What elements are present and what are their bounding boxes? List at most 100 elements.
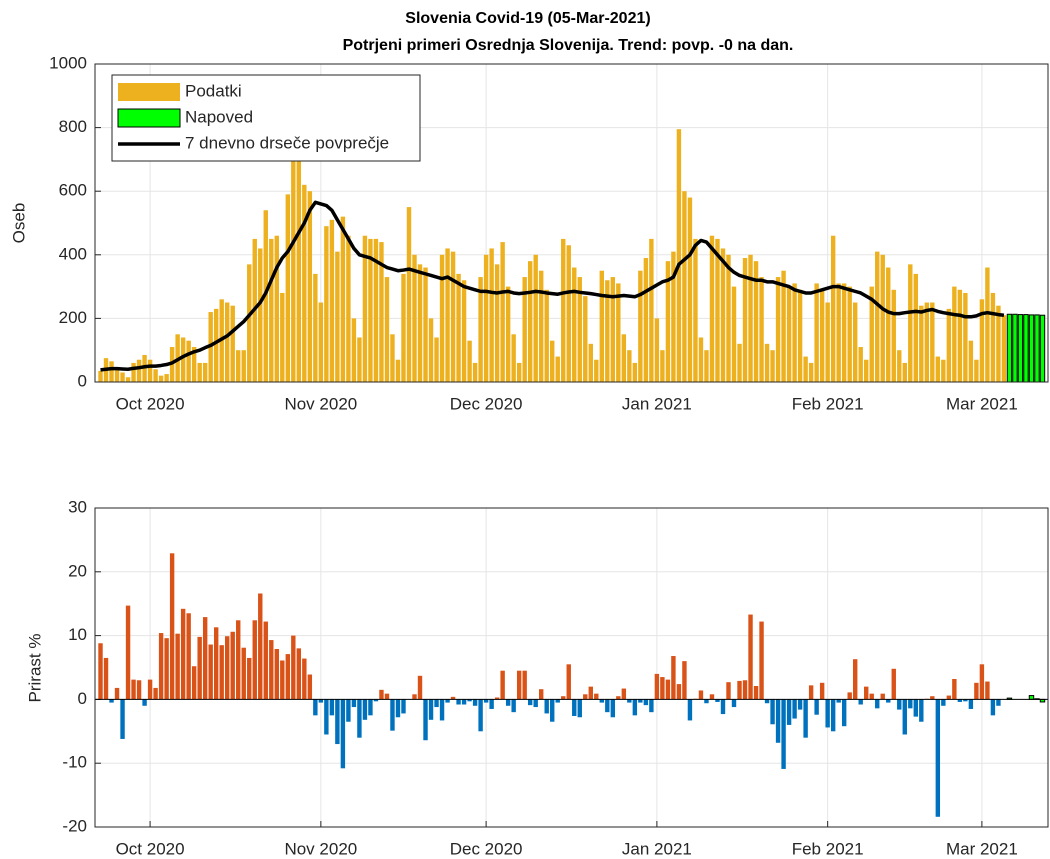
bar xyxy=(445,248,450,382)
y-tick-label: 0 xyxy=(78,371,87,390)
bar xyxy=(307,674,313,700)
bar xyxy=(395,699,401,718)
bar xyxy=(875,699,880,709)
x-tick-label: Jan 2021 xyxy=(622,394,692,413)
bar xyxy=(478,699,483,732)
bar xyxy=(764,343,770,382)
bar xyxy=(786,286,792,382)
bar xyxy=(98,643,103,700)
bar xyxy=(605,280,610,382)
bar xyxy=(489,699,494,709)
bar xyxy=(825,699,830,728)
bar xyxy=(395,359,401,382)
bar xyxy=(225,302,230,382)
bar xyxy=(555,699,560,703)
bar xyxy=(318,699,324,703)
bar xyxy=(186,340,191,382)
y-tick-label: -20 xyxy=(62,816,87,835)
bar xyxy=(957,699,963,702)
bar xyxy=(285,194,291,382)
y-tick-label: 800 xyxy=(59,117,87,136)
bar xyxy=(643,257,649,382)
bar xyxy=(803,356,808,382)
bar xyxy=(219,645,224,700)
bar xyxy=(472,362,478,382)
x-tick-label: Feb 2021 xyxy=(792,394,864,413)
bar xyxy=(186,613,191,700)
bar xyxy=(197,362,202,382)
bar xyxy=(125,377,131,382)
bar xyxy=(1006,313,1013,383)
bar xyxy=(274,648,279,700)
bar xyxy=(258,593,263,700)
bar xyxy=(1012,313,1018,383)
bar xyxy=(318,302,324,382)
bar xyxy=(1028,314,1035,383)
bar xyxy=(566,664,571,700)
bar xyxy=(522,670,527,700)
bar xyxy=(852,302,858,382)
bar xyxy=(483,699,489,703)
y-tick-label: 30 xyxy=(68,497,87,516)
bar xyxy=(605,699,610,713)
bar xyxy=(693,238,698,382)
x-tick-label: Oct 2020 xyxy=(116,839,185,858)
bar xyxy=(236,620,241,700)
bar xyxy=(302,184,307,382)
bar xyxy=(379,242,384,382)
bar xyxy=(627,350,632,382)
bar xyxy=(456,273,461,382)
bar xyxy=(908,264,913,382)
x-tick-label: Mar 2021 xyxy=(946,839,1018,858)
bar xyxy=(770,699,775,725)
bar xyxy=(180,337,186,382)
bar xyxy=(313,273,318,382)
bar xyxy=(296,140,302,382)
bar xyxy=(533,254,538,382)
bar xyxy=(302,658,307,700)
bar xyxy=(390,334,395,382)
bar xyxy=(709,694,715,700)
bar xyxy=(753,686,759,700)
bar xyxy=(1017,314,1024,383)
bar xyxy=(131,362,136,382)
bar xyxy=(516,362,522,382)
bar xyxy=(136,359,142,382)
bar xyxy=(561,238,566,382)
bar xyxy=(247,657,252,700)
bar xyxy=(968,699,974,709)
bar xyxy=(241,647,246,700)
bar xyxy=(296,648,302,700)
bar xyxy=(830,235,836,382)
bar xyxy=(494,697,500,700)
bar xyxy=(500,242,505,382)
bar xyxy=(351,318,357,382)
bar xyxy=(445,699,450,703)
bar xyxy=(483,254,489,382)
bar xyxy=(516,670,522,700)
bar xyxy=(164,374,169,382)
bar xyxy=(913,273,918,382)
bar xyxy=(836,699,841,703)
bar xyxy=(202,362,208,382)
bar xyxy=(742,680,748,700)
bar xyxy=(213,627,219,700)
bar xyxy=(974,359,979,382)
bar xyxy=(401,273,406,382)
bar xyxy=(461,699,467,705)
bar xyxy=(153,687,158,700)
bar xyxy=(687,197,693,382)
bar xyxy=(109,699,114,703)
y-tick-label: 600 xyxy=(59,181,87,200)
bar xyxy=(814,283,819,382)
bar xyxy=(329,699,335,716)
bar xyxy=(941,359,946,382)
bar xyxy=(538,270,544,382)
x-tick-label: Feb 2021 xyxy=(792,839,864,858)
bar xyxy=(1039,314,1046,383)
bar xyxy=(401,699,406,714)
bar xyxy=(819,289,825,382)
bar xyxy=(417,264,423,382)
bar xyxy=(1023,314,1029,383)
